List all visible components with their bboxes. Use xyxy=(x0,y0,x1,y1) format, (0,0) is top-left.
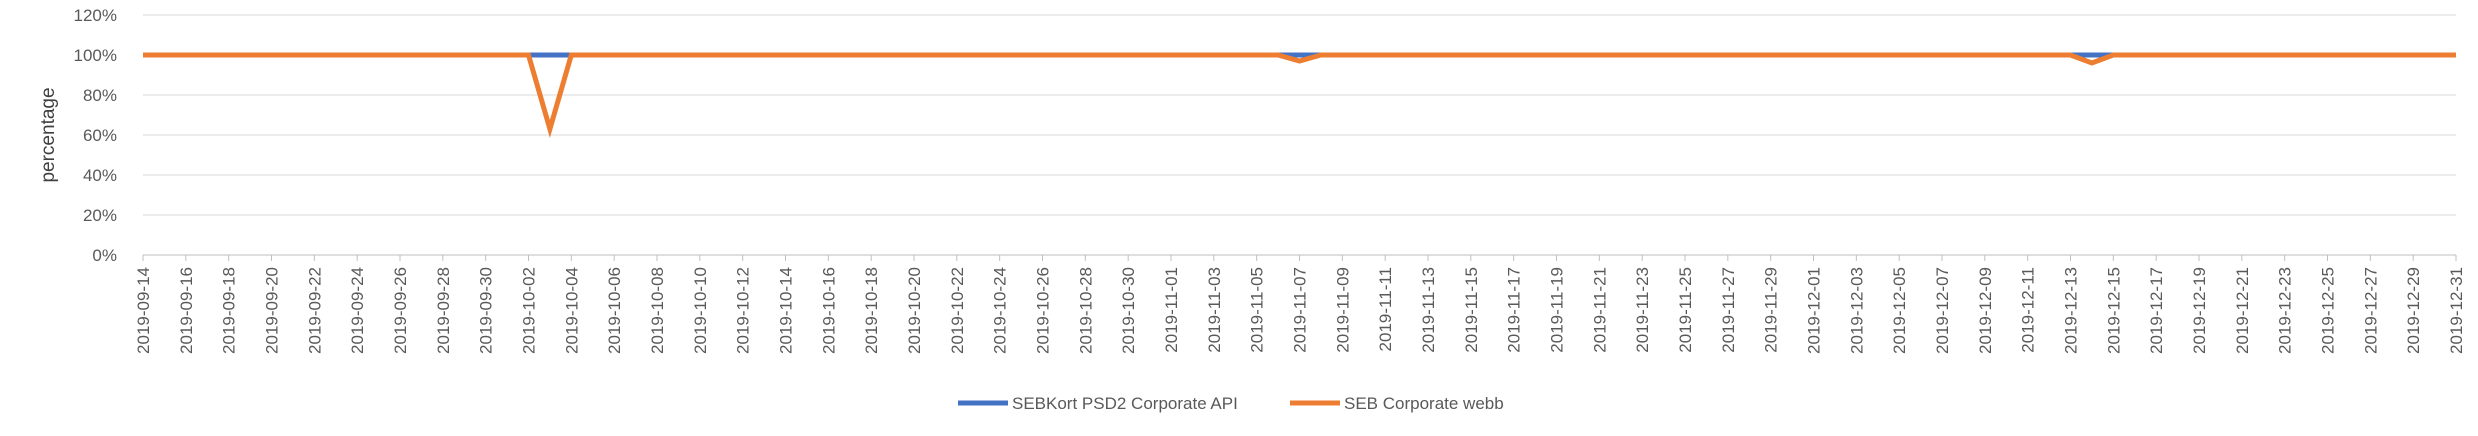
x-tick-label: 2019-11-23 xyxy=(1633,267,1652,353)
x-tick-label: 2019-12-05 xyxy=(1890,267,1909,354)
x-tick-label: 2019-11-01 xyxy=(1162,267,1181,353)
y-tick-label: 40% xyxy=(83,166,117,185)
x-tick-label: 2019-10-02 xyxy=(520,267,539,354)
legend-label-2: SEB Corporate webb xyxy=(1344,394,1504,413)
y-axis-title: percentage xyxy=(38,87,59,182)
x-tick-label: 2019-11-29 xyxy=(1762,267,1781,353)
x-tick-label: 2019-12-31 xyxy=(2447,267,2466,354)
x-tick-label: 2019-09-28 xyxy=(434,267,453,354)
x-tick-label: 2019-10-22 xyxy=(948,267,967,354)
x-tick-label: 2019-11-11 xyxy=(1376,267,1395,351)
x-tick-label: 2019-12-15 xyxy=(2104,267,2123,354)
x-tick-label: 2019-09-14 xyxy=(134,267,153,354)
x-tick-label: 2019-11-07 xyxy=(1291,267,1310,353)
y-tick-label: 0% xyxy=(92,246,117,265)
x-tick-label: 2019-12-01 xyxy=(1805,267,1824,354)
x-tick-label: 2019-12-13 xyxy=(2062,267,2081,354)
x-tick-label: 2019-09-16 xyxy=(177,267,196,354)
x-tick-label: 2019-11-13 xyxy=(1419,267,1438,353)
gridlines xyxy=(143,14,2456,256)
x-tick-label: 2019-12-11 xyxy=(2019,267,2038,353)
series-lines xyxy=(143,52,2456,138)
x-tick-label: 2019-11-09 xyxy=(1333,267,1352,353)
series-line-2 xyxy=(143,52,2456,138)
x-tick-label: 2019-09-30 xyxy=(477,267,496,354)
x-tick-label: 2019-11-19 xyxy=(1548,267,1567,353)
legend-label-1: SEBKort PSD2 Corporate API xyxy=(1012,394,1238,413)
x-tick-label: 2019-09-22 xyxy=(305,267,324,354)
x-axis-ticks: 2019-09-14 2019-09-16 2019-09-18 2019-09-20… xyxy=(134,255,2466,354)
y-tick-label: 100% xyxy=(74,46,117,65)
x-tick-label: 2019-11-27 xyxy=(1719,267,1738,353)
x-tick-label: 2019-11-21 xyxy=(1590,267,1609,353)
x-tick-label: 2019-12-29 xyxy=(2404,267,2423,354)
x-tick-label: 2019-11-25 xyxy=(1676,267,1695,353)
y-tick-label: 60% xyxy=(83,126,117,145)
y-tick-label: 120% xyxy=(74,6,117,25)
x-tick-label: 2019-10-14 xyxy=(777,267,796,354)
x-tick-label: 2019-10-28 xyxy=(1076,267,1095,354)
x-tick-label: 2019-10-30 xyxy=(1119,267,1138,354)
x-tick-label: 2019-10-26 xyxy=(1034,267,1053,354)
x-tick-label: 2019-12-27 xyxy=(2361,267,2380,354)
x-tick-label: 2019-10-12 xyxy=(734,267,753,354)
x-tick-label: 2019-11-15 xyxy=(1462,267,1481,353)
legend: SEBKort PSD2 Corporate API SEB Corporate … xyxy=(958,394,1504,413)
x-tick-label: 2019-11-17 xyxy=(1505,267,1524,353)
y-tick-label: 20% xyxy=(83,206,117,225)
x-tick-label: 2019-10-06 xyxy=(605,267,624,354)
x-tick-label: 2019-12-23 xyxy=(2276,267,2295,354)
x-tick-label: 2019-10-10 xyxy=(691,267,710,354)
x-tick-label: 2019-11-03 xyxy=(1205,267,1224,353)
x-tick-label: 2019-09-20 xyxy=(263,267,282,354)
x-tick-label: 2019-12-25 xyxy=(2319,267,2338,354)
x-tick-label: 2019-12-17 xyxy=(2147,267,2166,354)
x-tick-label: 2019-09-18 xyxy=(220,267,239,354)
x-tick-label: 2019-10-24 xyxy=(991,267,1010,354)
y-axis-ticks: 0% 20% 40% 60% 80% 100% 120% xyxy=(74,6,117,265)
x-tick-label: 2019-12-19 xyxy=(2190,267,2209,354)
x-tick-label: 2019-12-07 xyxy=(1933,267,1952,354)
x-tick-label: 2019-12-21 xyxy=(2233,267,2252,354)
x-tick-label: 2019-09-24 xyxy=(348,267,367,354)
x-tick-label: 2019-12-03 xyxy=(1847,267,1866,354)
x-tick-label: 2019-10-20 xyxy=(905,267,924,354)
x-tick-label: 2019-10-16 xyxy=(819,267,838,354)
x-tick-label: 2019-10-08 xyxy=(648,267,667,354)
x-tick-label: 2019-12-09 xyxy=(1976,267,1995,354)
x-tick-label: 2019-09-26 xyxy=(391,267,410,354)
x-tick-label: 2019-10-04 xyxy=(562,267,581,354)
x-tick-label: 2019-11-05 xyxy=(1248,267,1267,353)
y-tick-label: 80% xyxy=(83,86,117,105)
x-tick-label: 2019-10-18 xyxy=(862,267,881,354)
